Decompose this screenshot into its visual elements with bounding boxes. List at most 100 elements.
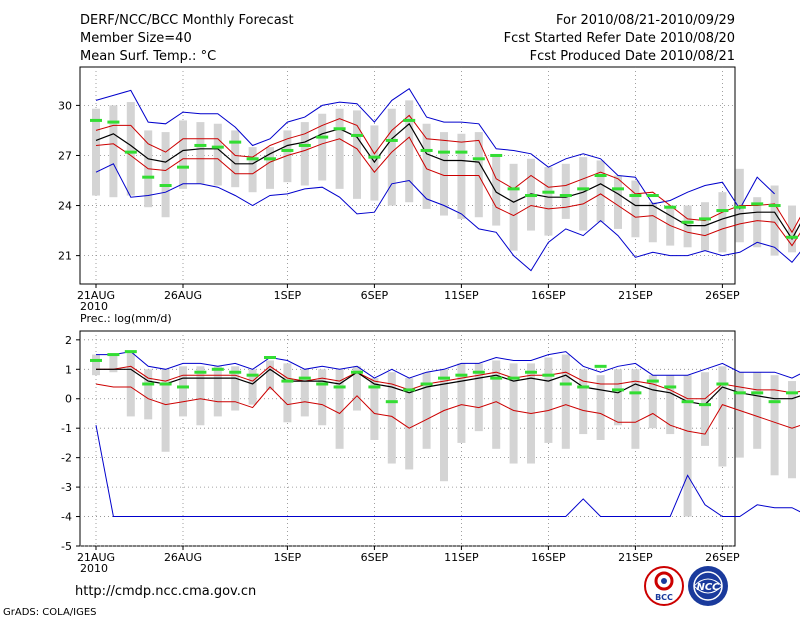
series-mean-line xyxy=(95,122,800,241)
x-tick-label: 1SEP xyxy=(274,289,302,302)
range-bar xyxy=(231,130,240,188)
range-bar xyxy=(683,205,692,248)
range-bar xyxy=(718,192,727,253)
y-tick-label: -1 xyxy=(61,422,72,435)
range-bar xyxy=(614,175,622,229)
range-bar xyxy=(735,372,744,458)
y-tick-label: -2 xyxy=(61,452,72,465)
range-bar xyxy=(788,381,796,479)
member-size: Member Size=40 xyxy=(80,31,192,46)
y-tick-label: 27 xyxy=(58,149,72,162)
range-bar xyxy=(579,157,588,231)
x-tick-label: 21SEP xyxy=(618,551,653,564)
source-url: http://cmdp.ncc.cma.gov.cn xyxy=(75,584,256,599)
series-max-line xyxy=(96,351,800,379)
temperature-panel: 21 24 27 30 21AUG 26AUG 1SEP 6SEP 11SEP 16SEP 21SE… xyxy=(58,66,800,313)
range-bar xyxy=(544,167,553,236)
precip-title: Prec.: log(mm/d) xyxy=(80,312,172,325)
y-tick-label: 1 xyxy=(65,363,72,376)
range-bar xyxy=(614,369,622,426)
x-tick-label: 21AUG xyxy=(77,551,115,564)
range-bar xyxy=(179,120,187,189)
range-bar xyxy=(648,202,657,243)
bcc-logo: BCC xyxy=(644,566,684,606)
x-tick-label: 26AUG xyxy=(164,289,202,302)
x-year-label: 2010 xyxy=(80,562,108,575)
range-bar xyxy=(370,378,379,440)
y-tick-label: -4 xyxy=(61,511,72,524)
range-bar xyxy=(631,369,640,449)
range-bar xyxy=(422,372,431,449)
y-tick-label: 2 xyxy=(65,334,72,347)
precipitation-panel: -5 -4 -3 -2 -1 0 1 2 21AUG 26AUG 1SEP 6SEP 11SEP 16SE… xyxy=(61,330,800,575)
range-bar xyxy=(770,375,779,476)
range-bar xyxy=(561,163,570,219)
started-date: Fcst Started Refer Date 2010/08/20 xyxy=(504,31,735,46)
grads-credit: GrADS: COLA/IGES xyxy=(3,607,97,618)
range-bar xyxy=(701,202,709,251)
range-bar xyxy=(248,147,257,193)
range-bar xyxy=(266,360,274,390)
range-bar xyxy=(492,155,501,226)
x-tick-label: 16SEP xyxy=(531,289,566,302)
series-lower-line xyxy=(95,136,800,247)
x-year-label: 2010 xyxy=(80,300,108,313)
range-bar xyxy=(405,100,414,203)
range-bar xyxy=(144,369,153,420)
range-bar xyxy=(213,123,222,186)
y-tick-label: -5 xyxy=(61,540,72,553)
range-bar xyxy=(770,185,779,256)
range-bar xyxy=(422,123,431,209)
range-bar xyxy=(440,132,448,216)
produced-date: Fcst Produced Date 2010/08/21 xyxy=(530,49,735,64)
chart-title: DERF/NCC/BCC Monthly Forecast xyxy=(80,13,294,28)
range-bar xyxy=(335,108,344,189)
range-bar xyxy=(231,366,240,411)
x-tick-label: 26SEP xyxy=(705,551,740,564)
ncc-logo: NCC xyxy=(688,566,728,606)
range-bar xyxy=(701,372,709,446)
range-bar xyxy=(353,110,361,199)
range-bar xyxy=(579,369,588,435)
plot-frame xyxy=(79,66,736,285)
x-tick-label: 26AUG xyxy=(164,551,202,564)
range-bar xyxy=(492,360,501,449)
range-bar xyxy=(788,205,796,253)
variable-label: Mean Surf. Temp.: °C xyxy=(80,49,216,64)
series-min-line xyxy=(95,163,800,272)
range-bar xyxy=(161,369,170,452)
series-max-line xyxy=(95,87,775,210)
y-tick-label: 21 xyxy=(58,250,72,263)
range-bar xyxy=(596,375,605,440)
range-bar xyxy=(283,363,292,423)
range-bar xyxy=(196,122,205,184)
range-bar xyxy=(544,357,553,443)
range-bar xyxy=(474,132,483,218)
x-tick-label: 6SEP xyxy=(361,289,389,302)
range-bar xyxy=(300,369,309,417)
range-bar xyxy=(248,369,257,405)
range-bar xyxy=(213,366,222,417)
range-bar xyxy=(335,369,344,449)
range-bar xyxy=(387,372,396,464)
y-tick-label: 24 xyxy=(58,200,72,213)
range-bar xyxy=(109,354,118,373)
x-tick-label: 21AUG xyxy=(77,289,115,302)
range-bar xyxy=(509,363,518,464)
range-bar xyxy=(266,147,274,189)
range-bar xyxy=(683,375,692,517)
range-bar xyxy=(440,369,448,482)
range-bar xyxy=(318,113,327,181)
ncc-logo-text: NCC xyxy=(696,582,720,593)
y-tick-label: 30 xyxy=(58,99,72,112)
range-bar xyxy=(126,102,135,196)
series-lower-line xyxy=(95,383,800,435)
range-bar xyxy=(405,378,414,470)
range-bar xyxy=(92,354,100,376)
range-bar xyxy=(126,351,135,417)
x-tick-label: 6SEP xyxy=(361,551,389,564)
series-upper-line xyxy=(96,365,800,400)
range-bar xyxy=(561,354,570,449)
range-bar xyxy=(179,366,187,417)
x-tick-label: 11SEP xyxy=(444,289,479,302)
